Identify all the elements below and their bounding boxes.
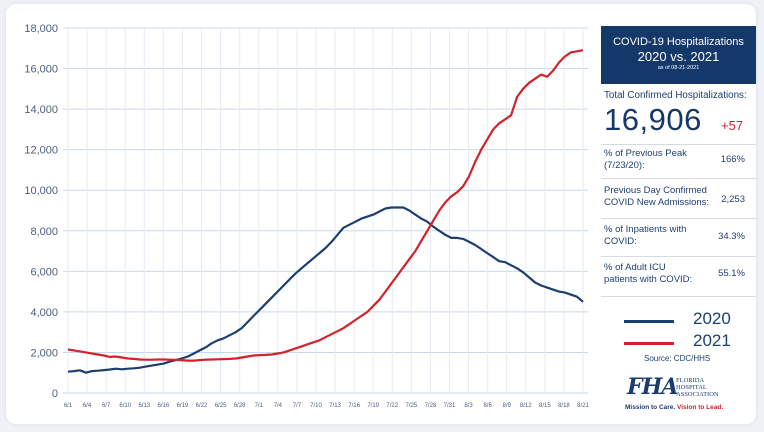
fha-logo-name: FLORIDA HOSPITAL ASSOCIATION (676, 377, 719, 398)
x-tick-label: 7/22 (386, 403, 398, 409)
x-tick-label: 8/21 (577, 403, 589, 409)
stat-value-peak: 166% (720, 154, 745, 165)
x-tick-label: 6/7 (102, 403, 111, 409)
x-tick-label: 6/28 (234, 403, 246, 409)
panel-title-box: COVID-19 Hospitalizations 2020 vs. 2021 … (601, 26, 756, 84)
y-tick-label: 16,000 (24, 64, 58, 76)
y-tick-label: 8,000 (30, 226, 58, 238)
legend-label-2020: 2020 (693, 309, 731, 328)
x-tick-label: 7/19 (367, 403, 379, 409)
panel-title: COVID-19 Hospitalizations (613, 36, 744, 48)
divider (601, 256, 756, 257)
y-tick-label: 6,000 (30, 266, 58, 278)
x-tick-label: 7/1 (255, 403, 264, 409)
total-delta: +57 (721, 118, 744, 133)
legend-swatch-2021 (624, 342, 674, 345)
fha-logo-mark: FHA (627, 374, 678, 400)
x-tick-label: 6/25 (215, 403, 227, 409)
x-tick-label: 8/15 (539, 403, 551, 409)
x-tick-label: 8/18 (558, 403, 570, 409)
chart-card: 0 2,000 4,000 6,000 8,000 10,000 12,000 14,000 1… (6, 4, 756, 424)
divider (601, 218, 756, 219)
stat-value-icu: 55.1% (718, 268, 745, 279)
x-tick-label: 6/10 (119, 403, 131, 409)
x-tick-label: 6/22 (196, 403, 208, 409)
stat-label-peak: % of Previous Peak (7/23/20): (604, 148, 687, 171)
y-tick-label: 0 (52, 388, 58, 400)
y-tick-label: 18,000 (24, 23, 58, 35)
x-tick-label: 7/16 (348, 403, 360, 409)
legend-label-2021: 2021 (693, 331, 731, 350)
y-tick-label: 2,000 (30, 347, 58, 359)
stat-label-admissions: Previous Day Confirmed COVID New Admissi… (604, 185, 710, 208)
y-tick-label: 4,000 (30, 307, 58, 319)
x-tick-label: 7/25 (405, 403, 417, 409)
x-tick-label: 7/28 (425, 403, 437, 409)
stat-label-inpatients: % of Inpatients with COVID: (604, 224, 687, 247)
x-tick-label: 6/4 (83, 403, 92, 409)
x-tick-label: 6/13 (138, 403, 150, 409)
y-tick-label: 10,000 (24, 185, 58, 197)
panel-as-of-date: as of 08-21-2021 (657, 65, 700, 71)
x-tick-label: 7/7 (293, 403, 302, 409)
legend-swatch-2020 (624, 320, 674, 323)
x-tick-label: 8/3 (464, 403, 473, 409)
y-tick-label: 12,000 (24, 145, 58, 157)
total-label: Total Confirmed Hospitalizations: (604, 90, 747, 101)
y-tick-label: 14,000 (24, 104, 58, 116)
x-tick-label: 8/9 (503, 403, 512, 409)
x-tick-label: 7/4 (274, 403, 283, 409)
x-tick-label: 7/10 (310, 403, 322, 409)
x-tick-label: 6/19 (177, 403, 189, 409)
line-chart: 0 2,000 4,000 6,000 8,000 10,000 12,000 14,000 1… (24, 23, 589, 409)
fha-tagline: Mission to Care. Vision to Lead. (625, 404, 724, 411)
summary-panel: COVID-19 Hospitalizations 2020 vs. 2021 … (601, 26, 759, 411)
stat-value-inpatients: 34.3% (718, 231, 745, 242)
total-value: 16,906 (604, 102, 702, 137)
x-tick-label: 6/1 (64, 403, 73, 409)
series-line-2020 (67, 206, 584, 374)
x-tick-label: 8/12 (520, 403, 532, 409)
x-tick-label: 7/31 (444, 403, 456, 409)
source-note: Source: CDC/HHS (644, 354, 711, 363)
divider (601, 296, 756, 297)
divider (601, 178, 756, 179)
divider (601, 144, 756, 145)
x-tick-label: 8/6 (483, 403, 492, 409)
series-line-2021 (67, 49, 584, 362)
x-tick-label: 6/16 (158, 403, 170, 409)
stat-label-icu: % of Adult ICU patients with COVID: (604, 262, 693, 285)
panel-subtitle: 2020 vs. 2021 (637, 49, 720, 64)
x-tick-label: 7/13 (329, 403, 341, 409)
stat-value-admissions: 2,253 (721, 194, 745, 205)
